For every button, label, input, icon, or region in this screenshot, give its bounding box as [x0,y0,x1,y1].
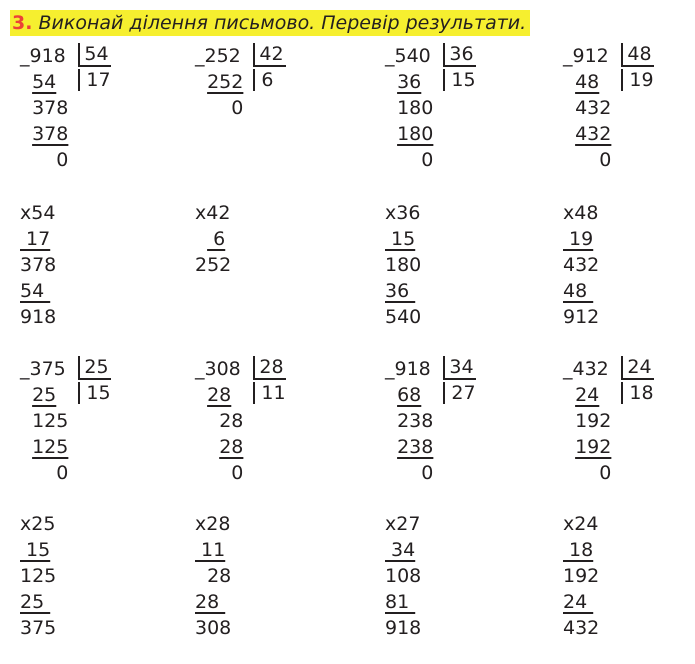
step-value: 28 [219,410,244,432]
dividend: _432 [563,358,609,380]
partial-value: 48 [563,280,594,302]
step-value: 192 [575,410,612,432]
multiplier-value: 34 [385,539,416,561]
step-value: 180 [397,97,434,119]
step-value: 28 [219,436,244,458]
step-value: 68 [397,384,422,406]
remainder: 0 [599,149,612,171]
divisor: 36 [443,43,476,67]
remainder: 0 [56,149,69,171]
partial-value: 180 [385,254,422,276]
partial-value: 36 [385,280,416,302]
exercise-text: Виконай ділення письмово. Перевір резуль… [32,12,527,34]
step-value: 192 [575,436,612,458]
partial-value: 125 [20,565,57,587]
multiplier-value: 15 [20,539,51,561]
step-value: 238 [397,436,434,458]
step-value: 252 [207,71,244,93]
partial-value: 25 [20,591,51,613]
step-value: 28 [207,384,232,406]
multiplicand-value: x36 [385,202,421,224]
step-value: 432 [575,123,612,145]
multiplier-value: 6 [207,228,226,250]
multiplier-value: 17 [20,228,51,250]
step-value: 378 [32,97,69,119]
divisor: 54 [78,43,111,67]
remainder: 0 [231,462,244,484]
multiplier-value: 18 [563,539,594,561]
product-value: 308 [195,617,232,639]
quotient: 19 [621,69,654,91]
step-value: 24 [575,384,600,406]
divisor: 24 [621,356,654,380]
step-value: 36 [397,71,422,93]
product-value: 912 [563,306,600,328]
partial-value: 54 [20,280,51,302]
quotient: 15 [443,69,476,91]
exercise-title: 3. Виконай ділення письмово. Перевір рез… [10,10,531,36]
step-value: 54 [32,71,57,93]
quotient: 18 [621,382,654,404]
exercise-number: 3. [12,12,33,34]
product-value: 432 [563,617,600,639]
product-value: 375 [20,617,57,639]
step-value: 238 [397,410,434,432]
multiplicand-value: x28 [195,513,231,535]
multiplicand-value: x24 [563,513,599,535]
divisor: 25 [78,356,111,380]
partial-value: 108 [385,565,422,587]
dividend: _912 [563,45,609,67]
divisor: 42 [253,43,286,67]
product-value: 918 [385,617,422,639]
quotient: 11 [253,382,286,404]
multiplicand-value: x25 [20,513,56,535]
partial-value: 252 [195,254,232,276]
dividend: _918 [385,358,431,380]
multiplicand-value: x42 [195,202,231,224]
quotient: 27 [443,382,476,404]
partial-value: 432 [563,254,600,276]
divisor: 28 [253,356,286,380]
remainder: 0 [56,462,69,484]
quotient: 15 [78,382,111,404]
multiplier-value: 19 [563,228,594,250]
product-value: 918 [20,306,57,328]
partial-value: 28 [207,565,232,587]
quotient: 17 [78,69,111,91]
divisor: 48 [621,43,654,67]
step-value: 125 [32,436,69,458]
dividend: _375 [20,358,66,380]
remainder: 0 [421,462,434,484]
step-value: 378 [32,123,69,145]
partial-value: 81 [385,591,416,613]
divisor: 34 [443,356,476,380]
multiplicand-value: x48 [563,202,599,224]
product-value: 540 [385,306,422,328]
partial-value: 28 [195,591,226,613]
dividend: _308 [195,358,241,380]
remainder: 0 [231,97,244,119]
partial-value: 378 [20,254,57,276]
step-value: 48 [575,71,600,93]
remainder: 0 [421,149,434,171]
quotient: 6 [253,69,273,91]
step-value: 25 [32,384,57,406]
multiplier-value: 11 [195,539,226,561]
dividend: _252 [195,45,241,67]
dividend: _540 [385,45,431,67]
multiplier-value: 15 [385,228,416,250]
remainder: 0 [599,462,612,484]
step-value: 432 [575,97,612,119]
multiplicand-value: x27 [385,513,421,535]
step-value: 180 [397,123,434,145]
step-value: 125 [32,410,69,432]
partial-value: 192 [563,565,600,587]
multiplicand-value: x54 [20,202,56,224]
partial-value: 24 [563,591,594,613]
dividend: _918 [20,45,66,67]
